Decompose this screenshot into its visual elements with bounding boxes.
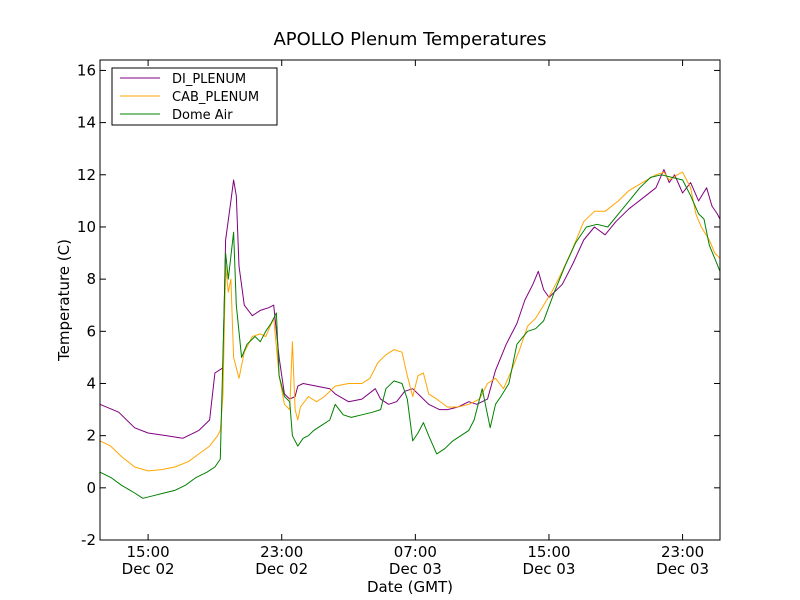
- x-tick-time-label: 07:00: [394, 543, 437, 561]
- legend-label-di-plenum: DI_PLENUM: [172, 72, 246, 87]
- series-line-dome-air: [99, 174, 721, 499]
- y-tick-label: 4: [86, 374, 96, 392]
- y-tick-label: 10: [77, 218, 96, 236]
- x-tick-date-label: Dec 02: [255, 560, 308, 578]
- legend-label-cab-plenum: CAB_PLENUM: [172, 90, 259, 105]
- x-tick-date-label: Dec 03: [523, 560, 576, 578]
- series-layer: [99, 169, 721, 499]
- x-tick-date-label: Dec 02: [122, 560, 175, 578]
- x-tick-time-label: 23:00: [661, 543, 704, 561]
- y-tick-label: 2: [86, 427, 96, 445]
- legend: DI_PLENUM CAB_PLENUM Dome Air: [111, 67, 278, 126]
- x-tick-date-label: Dec 03: [656, 560, 709, 578]
- y-axis-label: Temperature (C): [55, 239, 73, 362]
- x-axis-label: Date (GMT): [367, 578, 453, 596]
- chart-title: APOLLO Plenum Temperatures: [273, 29, 546, 50]
- series-line-di-plenum: [99, 169, 721, 439]
- plot-frame: [99, 59, 721, 541]
- x-tick-date-label: Dec 03: [389, 560, 442, 578]
- y-tick-label: 6: [86, 322, 96, 340]
- y-tick-label: 14: [77, 114, 96, 132]
- y-tick-label: 0: [86, 479, 96, 497]
- x-tick-time-label: 15:00: [126, 543, 169, 561]
- y-tick-label: -2: [81, 531, 96, 549]
- y-tick-label: 8: [86, 270, 96, 288]
- legend-label-dome-air: Dome Air: [172, 108, 233, 123]
- y-tick-label: 16: [77, 61, 96, 79]
- x-tick-time-label: 15:00: [527, 543, 570, 561]
- y-axis: -2 0 2 4 6 8 10 12 14 16: [77, 61, 720, 549]
- x-tick-time-label: 23:00: [260, 543, 303, 561]
- y-tick-label: 12: [77, 166, 96, 184]
